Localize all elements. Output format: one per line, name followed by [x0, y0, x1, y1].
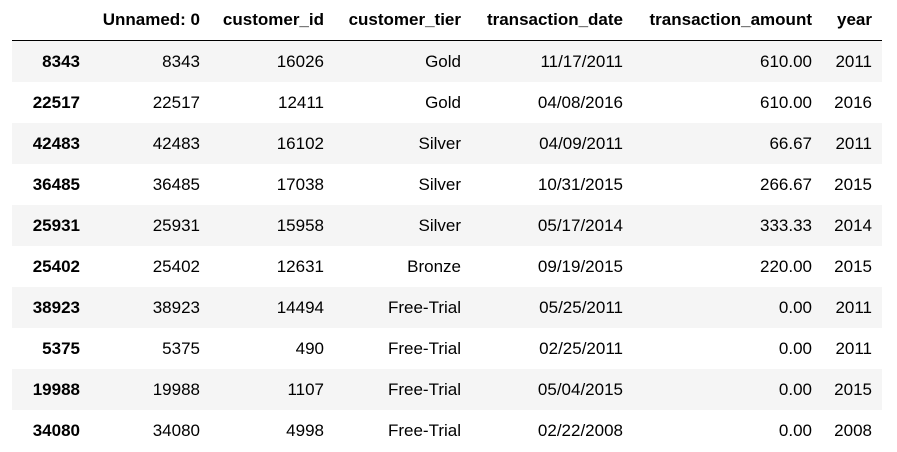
transaction-amount-cell: 66.67 — [769, 133, 812, 153]
unnamed-cell: 36485 — [152, 174, 200, 194]
customer-id-cell: 490 — [295, 338, 324, 358]
customer-tier-cell: Free-Trial — [387, 420, 461, 440]
column-header-unnamed-0: Unnamed: 0 — [90, 0, 210, 41]
row-index-cell: 5375 — [42, 338, 80, 358]
unnamed-cell: 8343 — [162, 51, 200, 71]
customer-tier-cell: Bronze — [407, 256, 461, 276]
year-cell: 2011 — [835, 133, 872, 153]
transaction-date-cell: 02/22/2008 — [537, 420, 623, 440]
customer-id-cell: 16102 — [276, 133, 324, 153]
column-header-transaction-date: transaction_date — [471, 0, 633, 41]
transaction-date-cell: 02/25/2011 — [539, 338, 623, 358]
customer-id-cell: 17038 — [276, 174, 324, 194]
table-row: 5375 5375 490 Free-Trial 02/25/2011 0.00… — [12, 328, 882, 369]
unnamed-cell: 19988 — [152, 379, 200, 399]
row-index-cell: 25402 — [32, 256, 80, 276]
year-cell: 2016 — [834, 92, 872, 112]
customer-id-cell: 15958 — [276, 215, 324, 235]
customer-tier-cell: Free-Trial — [387, 379, 461, 399]
transaction-date-cell: 05/25/2011 — [539, 297, 623, 317]
transaction-date-cell: 05/04/2015 — [537, 379, 623, 399]
transaction-date-cell: 05/17/2014 — [537, 215, 623, 235]
year-cell: 2015 — [834, 256, 872, 276]
transaction-date-cell: 09/19/2015 — [537, 256, 623, 276]
table-row: 38923 38923 14494 Free-Trial 05/25/2011 … — [12, 287, 882, 328]
transaction-amount-cell: 0.00 — [778, 420, 812, 440]
transaction-amount-cell: 0.00 — [778, 379, 812, 399]
year-cell: 2014 — [834, 215, 872, 235]
customer-tier-cell: Silver — [418, 174, 461, 194]
customer-tier-cell: Free-Trial — [387, 338, 461, 358]
transaction-date-cell: 10/31/2015 — [537, 174, 623, 194]
unnamed-cell: 5375 — [162, 338, 200, 358]
year-cell: 2011 — [835, 338, 872, 358]
transaction-amount-cell: 610.00 — [760, 92, 812, 112]
year-cell: 2011 — [835, 297, 872, 317]
table-header: Unnamed: 0 customer_id customer_tier tra… — [12, 0, 882, 41]
column-header-year: year — [822, 0, 882, 41]
table-row: 8343 8343 16026 Gold 11/17/2011 610.00 2… — [12, 40, 882, 82]
column-header-customer-id: customer_id — [210, 0, 334, 41]
customer-id-cell: 4998 — [286, 420, 324, 440]
customer-tier-cell: Gold — [425, 51, 461, 71]
unnamed-cell: 25402 — [152, 256, 200, 276]
transaction-amount-cell: 266.67 — [760, 174, 812, 194]
transaction-amount-cell: 333.33 — [760, 215, 812, 235]
transaction-amount-cell: 0.00 — [778, 297, 812, 317]
customer-tier-cell: Silver — [418, 133, 461, 153]
unnamed-cell: 42483 — [152, 133, 200, 153]
transaction-amount-cell: 610.00 — [760, 51, 812, 71]
row-index-cell: 25931 — [32, 215, 80, 235]
transaction-amount-cell: 0.00 — [778, 338, 812, 358]
year-cell: 2008 — [834, 420, 872, 440]
table-row: 42483 42483 16102 Silver 04/09/2011 66.6… — [12, 123, 882, 164]
row-index-cell: 42483 — [32, 133, 80, 153]
table-row: 25931 25931 15958 Silver 05/17/2014 333.… — [12, 205, 882, 246]
column-header-index — [12, 0, 90, 41]
customer-id-cell: 12631 — [276, 256, 324, 276]
customer-tier-cell: Gold — [425, 92, 461, 112]
customer-id-cell: 16026 — [276, 51, 324, 71]
year-cell: 2015 — [834, 174, 872, 194]
table-row: 22517 22517 12411 Gold 04/08/2016 610.00… — [12, 82, 882, 123]
row-index-cell: 36485 — [32, 174, 80, 194]
transaction-date-cell: 04/08/2016 — [537, 92, 623, 112]
header-row: Unnamed: 0 customer_id customer_tier tra… — [12, 0, 882, 41]
unnamed-cell: 38923 — [152, 297, 200, 317]
customer-tier-cell: Silver — [418, 215, 461, 235]
transaction-date-cell: 11/17/2011 — [540, 51, 623, 71]
table-row: 34080 34080 4998 Free-Trial 02/22/2008 0… — [12, 410, 882, 451]
customer-tier-cell: Free-Trial — [387, 297, 461, 317]
row-index-cell: 34080 — [32, 420, 80, 440]
customer-id-cell: 1107 — [287, 379, 324, 399]
row-index-cell: 19988 — [32, 379, 80, 399]
customer-id-cell: 14494 — [276, 297, 324, 317]
year-cell: 2015 — [834, 379, 872, 399]
row-index-cell: 38923 — [32, 297, 80, 317]
customer-id-cell: 12411 — [277, 92, 324, 112]
column-header-customer-tier: customer_tier — [334, 0, 471, 41]
table-row: 36485 36485 17038 Silver 10/31/2015 266.… — [12, 164, 882, 205]
table-row: 25402 25402 12631 Bronze 09/19/2015 220.… — [12, 246, 882, 287]
row-index-cell: 8343 — [42, 51, 80, 71]
unnamed-cell: 34080 — [152, 420, 200, 440]
row-index-cell: 22517 — [32, 92, 80, 112]
transaction-date-cell: 04/09/2011 — [539, 133, 623, 153]
unnamed-cell: 22517 — [152, 92, 200, 112]
table-body: 8343 8343 16026 Gold 11/17/2011 610.00 2… — [12, 40, 882, 451]
unnamed-cell: 25931 — [152, 215, 200, 235]
column-header-transaction-amount: transaction_amount — [633, 0, 822, 41]
dataframe-table: Unnamed: 0 customer_id customer_tier tra… — [12, 0, 882, 451]
year-cell: 2011 — [835, 51, 872, 71]
table-row: 19988 19988 1107 Free-Trial 05/04/2015 0… — [12, 369, 882, 410]
transaction-amount-cell: 220.00 — [760, 256, 812, 276]
